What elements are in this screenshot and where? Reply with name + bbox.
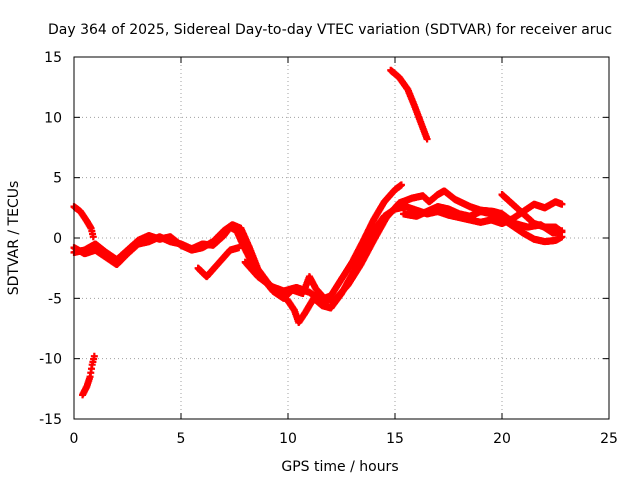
y-tick-label: 10 [44,110,62,126]
chart-title: Day 364 of 2025, Sidereal Day-to-day VTE… [48,22,612,38]
data-point [558,200,566,208]
x-tick-label: 15 [386,431,404,447]
data-point [89,233,97,241]
y-tick-label: 5 [53,171,62,187]
y-tick-label: -15 [39,412,62,428]
x-axis-label: GPS time / hours [281,459,398,475]
y-tick-label: -10 [39,352,62,368]
y-tick-label: 0 [53,231,62,247]
grid-lines [74,57,609,419]
series-track-b [79,352,98,399]
series-track-e [194,244,243,281]
series-track-a [70,203,97,241]
series-track-g [400,203,566,246]
axis-ticks: 0 5 10 15 20 25 -15 -10 -5 0 5 10 15 [39,50,618,447]
data-point [235,244,243,252]
data-point [558,228,566,236]
x-tick-label: 10 [279,431,297,447]
series-track-f [241,187,566,305]
data-point [423,135,431,143]
x-tick-label: 5 [177,431,186,447]
series-track-i [387,66,431,143]
series-track-h [498,191,566,236]
x-tick-label: 20 [493,431,511,447]
series-track-c [70,181,405,302]
x-tick-label: 0 [70,431,79,447]
x-tick-label: 25 [600,431,618,447]
data-series [70,66,566,399]
y-tick-label: -5 [48,291,62,307]
y-axis-label: SDTVAR / TECUs [6,181,22,296]
y-tick-label: 15 [44,50,62,66]
data-point [397,181,405,189]
data-point [90,352,98,360]
